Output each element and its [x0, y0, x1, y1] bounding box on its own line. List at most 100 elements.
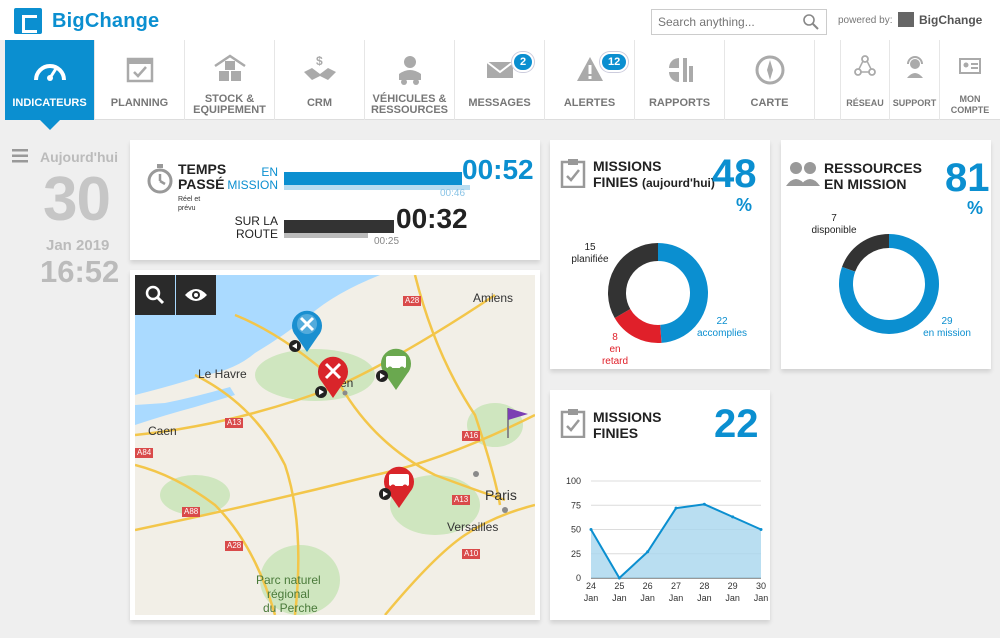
nav-vehicules[interactable]: VÉHICULES & RESSOURCES: [365, 40, 455, 120]
missions-donut: [608, 243, 708, 343]
x-tick-label: 29: [728, 581, 738, 591]
x-tick-label: Jan: [697, 593, 712, 603]
y-tick-label: 100: [566, 476, 581, 486]
search-input[interactable]: [652, 10, 792, 34]
id-card-icon: [959, 58, 981, 74]
y-tick-label: 0: [576, 573, 581, 583]
handshake-icon: $: [303, 54, 336, 80]
nav-reseau[interactable]: RÉSEAU: [840, 40, 890, 120]
network-icon: [854, 55, 876, 76]
brand-name: BigChange: [52, 9, 160, 32]
nav-label: RÉSEAU: [846, 98, 884, 108]
road-label: A13: [225, 418, 244, 428]
map-marker-technician-blue[interactable]: [288, 306, 326, 354]
nav-alertes[interactable]: 12 ALERTES: [545, 40, 635, 120]
route-time: 00:32: [396, 203, 468, 234]
map-zoom-button[interactable]: [135, 275, 175, 315]
map-view[interactable]: [135, 275, 535, 615]
missions-chart-card: MISSIONS FINIES 22 0 25 50 75 100 24 Jan 25 Jan 26…: [550, 390, 770, 620]
available-legend: 7 disponible: [811, 213, 857, 236]
data-point: [702, 502, 706, 506]
missions-line-chart: 0 25 50 75 100 24 Jan 25 Jan 26 Jan 27 Jan 28 Jan 29 Jan…: [566, 476, 768, 603]
mission-actual-bar: [284, 172, 462, 185]
route-planned-bar: [284, 233, 368, 238]
x-tick-label: Jan: [669, 593, 684, 603]
nav-rapports[interactable]: RAPPORTS: [635, 40, 725, 120]
date-month: Jan 2019: [46, 237, 110, 254]
road-label: A84: [135, 448, 154, 458]
nav-label: SUPPORT: [892, 98, 937, 108]
x-tick-label: 27: [671, 581, 681, 591]
map-label-versailles: Versailles: [447, 520, 499, 534]
menu-icon[interactable]: [12, 148, 30, 164]
map-label-parc: Parc naturel: [256, 573, 321, 587]
headset-icon: [906, 56, 923, 78]
missions-today-value: 48: [712, 152, 757, 196]
planned-legend: 15 planifiée: [571, 242, 609, 265]
mission-label: EN MISSION: [227, 165, 278, 192]
nav-label: MON COMPTE: [950, 94, 990, 115]
nav-mon-compte[interactable]: MON COMPTE: [940, 40, 1000, 120]
today-label: Aujourd'hui: [40, 149, 118, 165]
late-legend: 8 en retard: [601, 332, 629, 367]
missions-today-title: MISSIONS FINIES (aujourd'hui): [593, 158, 715, 190]
donut-segment-en-mission: [839, 234, 939, 334]
nav-messages[interactable]: 2 MESSAGES: [455, 40, 545, 120]
nav-crm[interactable]: $ CRM: [275, 40, 365, 120]
nav-stock[interactable]: STOCK & EQUIPEMENT: [185, 40, 275, 120]
in-mission-legend: 29 en mission: [923, 316, 971, 339]
resources-title: RESSOURCES EN MISSION: [824, 160, 923, 192]
search-icon[interactable]: [802, 13, 820, 31]
main-nav: INDICATEURS PLANNING STOCK & EQUIPEMENT …: [5, 40, 1000, 130]
done-legend: 22 accomplies: [696, 316, 748, 339]
map-flag-icon[interactable]: [504, 404, 534, 440]
map-marker-technician-red[interactable]: [313, 352, 353, 400]
boxes-icon: [213, 54, 246, 81]
brand-logo[interactable]: BigChange: [14, 8, 159, 34]
route-label: SUR LA ROUTE: [234, 214, 278, 241]
donut-segment-planifiee: [608, 243, 659, 318]
bigchange-small-logo-icon: [898, 12, 914, 27]
data-point: [646, 550, 650, 554]
nav-carte[interactable]: CARTE: [725, 40, 815, 120]
nav-label: PLANNING: [110, 97, 169, 109]
nav-support[interactable]: SUPPORT: [890, 40, 940, 120]
powered-by-text: powered by:: [838, 15, 893, 26]
missions-chart-title: MISSIONS FINIES: [593, 409, 662, 441]
x-tick-label: 24: [586, 581, 596, 591]
resources-value: 81: [945, 156, 990, 200]
calendar-icon: [126, 57, 153, 83]
search-box[interactable]: [651, 9, 827, 35]
eye-icon: [185, 289, 207, 301]
bigchange-logo-icon: [14, 8, 42, 34]
x-tick-label: Jan: [640, 593, 655, 603]
x-tick-label: Jan: [612, 593, 627, 603]
x-tick-label: 28: [699, 581, 709, 591]
map-card: Amiens Le Havre Caen Paris Versailles Pa…: [130, 270, 540, 620]
x-tick-label: Jan: [725, 593, 740, 603]
missions-today-card: MISSIONS FINIES (aujourd'hui) 48 % 15 pla…: [550, 140, 770, 369]
powered-by-logo: BigChange: [898, 12, 982, 27]
mission-time: 00:52: [462, 154, 534, 185]
date-panel: Aujourd'hui 30 Jan 2019 16:52: [10, 140, 125, 300]
road-label: A16: [462, 431, 481, 441]
map-marker-van-green[interactable]: [372, 344, 416, 392]
y-tick-label: 25: [571, 549, 581, 559]
missions-today-unit: %: [736, 195, 753, 215]
data-point: [731, 515, 735, 519]
report-icon: [668, 58, 693, 82]
road-label: A13: [452, 495, 471, 505]
map-marker-van-red[interactable]: [375, 462, 419, 510]
donut-segment-en-retard: [614, 308, 662, 343]
route-actual-bar: [284, 220, 394, 233]
nav-planning[interactable]: PLANNING: [95, 40, 185, 120]
map-label-paris: Paris: [485, 487, 517, 503]
map-visibility-button[interactable]: [176, 275, 216, 315]
temps-subtitle: Réel et prévu: [178, 196, 201, 212]
map-label-regional: régional: [267, 587, 310, 601]
clipboard-check-icon: [560, 159, 586, 188]
nav-label: INDICATEURS: [12, 97, 87, 109]
nav-indicateurs[interactable]: INDICATEURS: [5, 40, 95, 130]
magnifier-icon: [145, 285, 165, 305]
nav-label: MESSAGES: [468, 97, 531, 109]
